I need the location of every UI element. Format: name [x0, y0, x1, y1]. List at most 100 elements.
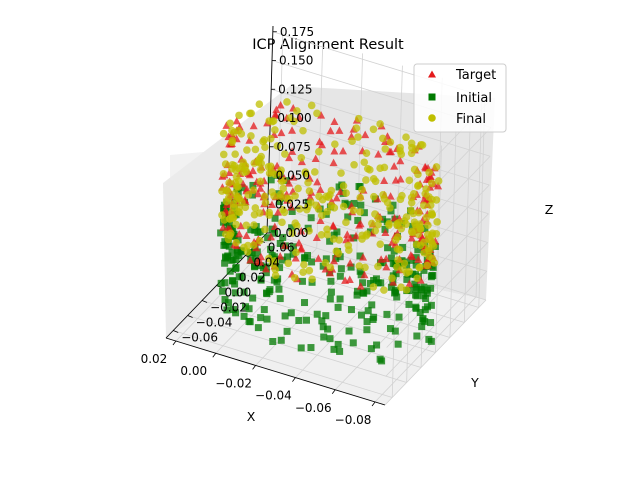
data-point-initial	[249, 181, 257, 189]
data-point-final	[327, 186, 336, 195]
data-point-target	[306, 192, 315, 201]
data-point-final	[243, 146, 251, 154]
data-point-initial	[336, 295, 344, 303]
data-point-initial	[408, 270, 416, 278]
data-point-target	[396, 174, 405, 183]
data-point-final	[397, 283, 405, 292]
data-point-target	[326, 126, 335, 135]
data-point-initial	[320, 333, 328, 341]
data-point-final	[369, 125, 378, 134]
data-point-target	[256, 258, 265, 266]
data-point-final	[241, 162, 250, 170]
data-point-final	[310, 168, 319, 176]
data-point-initial	[267, 245, 275, 253]
data-point-final	[266, 134, 275, 143]
data-point-initial	[377, 279, 385, 287]
data-point-initial	[367, 345, 375, 353]
data-point-initial	[288, 224, 296, 232]
data-point-final	[220, 216, 229, 224]
data-point-final	[326, 263, 335, 272]
data-point-final	[402, 133, 410, 142]
legend-marker-initial	[428, 93, 436, 101]
data-point-target	[276, 252, 285, 260]
data-point-initial	[412, 303, 420, 311]
data-point-final	[370, 192, 378, 201]
data-point-target	[341, 276, 350, 284]
z-tick-label: 0.175	[280, 25, 314, 39]
data-point-initial	[334, 340, 342, 348]
data-point-initial	[245, 317, 253, 325]
data-point-initial	[262, 269, 270, 277]
data-point-initial	[394, 340, 402, 348]
data-point-initial	[238, 184, 246, 192]
data-point-initial	[225, 242, 233, 250]
data-point-final	[232, 238, 240, 247]
data-point-initial	[222, 254, 230, 262]
data-point-initial	[376, 259, 384, 267]
data-point-initial	[353, 291, 361, 299]
data-point-final	[349, 206, 358, 215]
data-point-final	[415, 263, 423, 272]
data-point-final	[291, 192, 299, 200]
data-point-final	[334, 249, 343, 258]
data-point-target	[271, 111, 280, 119]
grid-z-back	[270, 117, 490, 186]
data-point-final	[358, 185, 366, 194]
data-point-final	[425, 252, 433, 261]
data-point-target	[382, 254, 391, 263]
data-point-initial	[391, 327, 399, 335]
data-point-final	[317, 231, 326, 239]
grid-y-floor	[173, 330, 393, 398]
data-point-final	[407, 149, 416, 158]
data-point-final	[283, 194, 291, 203]
data-point-initial	[345, 327, 353, 335]
data-point-final	[393, 263, 401, 271]
data-point-final	[356, 208, 364, 216]
data-point-initial	[275, 285, 283, 293]
data-point-final	[265, 208, 274, 217]
data-point-final	[425, 168, 433, 177]
data-point-final	[283, 98, 291, 106]
z-tick-label: 0.025	[275, 197, 309, 211]
data-point-final	[247, 109, 255, 118]
data-point-initial	[420, 266, 428, 274]
data-point-final	[308, 275, 316, 284]
data-point-final	[331, 140, 339, 148]
data-point-initial	[326, 237, 334, 245]
data-point-final	[412, 240, 421, 249]
data-point-target	[352, 231, 361, 240]
data-point-final	[269, 117, 278, 125]
data-point-initial	[359, 288, 367, 296]
data-point-final	[226, 231, 234, 240]
data-point-initial	[421, 225, 429, 233]
data-point-target	[321, 265, 330, 273]
data-point-final	[225, 179, 233, 187]
data-point-final	[374, 214, 383, 223]
data-point-target	[326, 268, 335, 277]
x-tick-mark	[212, 352, 217, 358]
grid-z-left	[384, 299, 487, 406]
data-point-initial	[324, 325, 332, 333]
data-point-final	[232, 172, 241, 181]
data-point-target	[249, 121, 258, 130]
data-point-final	[345, 246, 353, 254]
data-point-final	[371, 226, 380, 235]
x-tick-mark	[172, 340, 177, 346]
data-point-final	[394, 256, 402, 264]
data-point-initial	[416, 309, 424, 317]
data-point-final	[257, 159, 266, 168]
data-point-initial	[319, 262, 327, 270]
data-point-initial	[322, 255, 330, 263]
data-point-final	[354, 114, 363, 123]
data-point-final	[395, 246, 404, 254]
data-point-target	[356, 219, 365, 228]
data-point-final	[280, 208, 289, 217]
data-point-final	[256, 236, 264, 245]
data-point-final	[222, 197, 231, 206]
data-point-final	[278, 218, 286, 227]
data-point-initial	[276, 264, 284, 272]
y-tick-label: 0.02	[239, 271, 266, 285]
data-point-initial	[313, 310, 321, 318]
data-point-target	[297, 226, 306, 235]
data-point-initial	[354, 216, 362, 224]
